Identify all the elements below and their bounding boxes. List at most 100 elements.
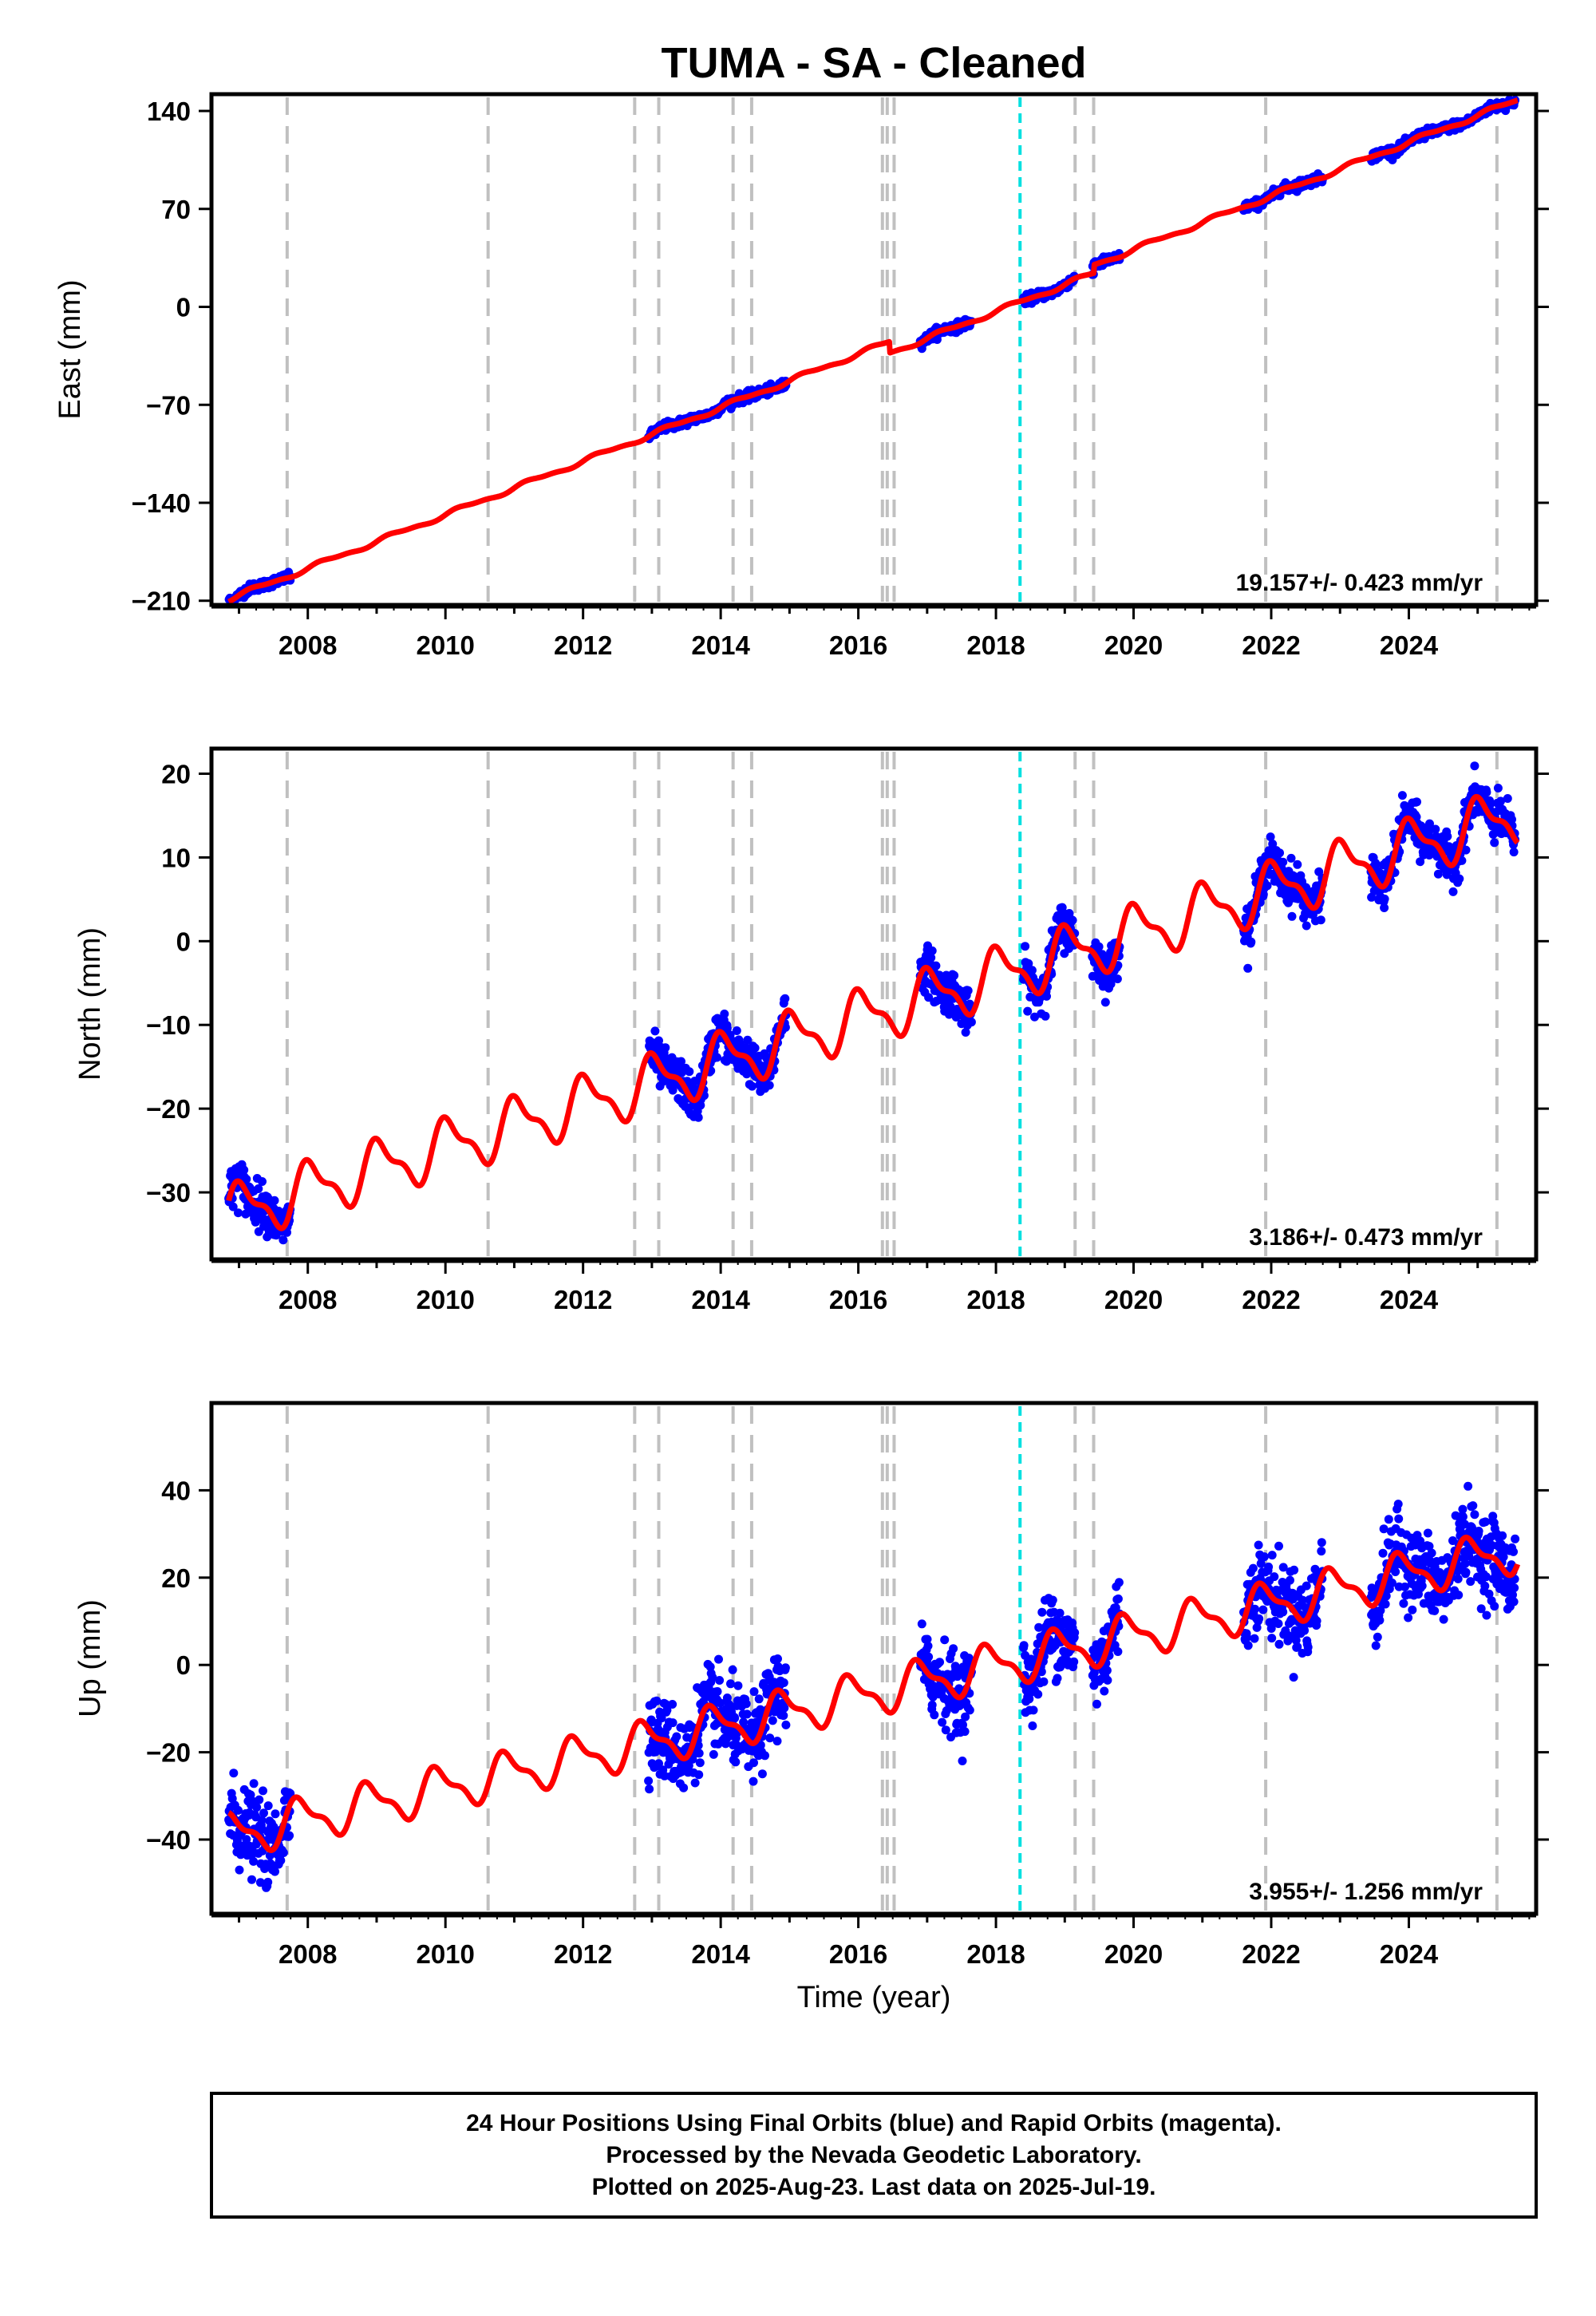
data-point: [263, 1801, 273, 1811]
data-point: [1393, 1500, 1403, 1509]
data-point: [730, 1713, 740, 1723]
data-point: [1258, 1605, 1268, 1614]
data-point: [764, 1081, 774, 1090]
data-point: [1498, 1531, 1507, 1540]
x-tick-label: 2010: [416, 1939, 474, 1969]
data-point: [713, 1687, 722, 1696]
data-point: [1278, 1607, 1288, 1617]
data-point: [1254, 1540, 1263, 1550]
data-point: [672, 1732, 681, 1741]
data-point: [750, 1043, 760, 1053]
data-point: [1100, 998, 1110, 1007]
data-point: [1267, 1551, 1277, 1560]
data-point: [924, 1652, 934, 1662]
data-point: [1474, 1527, 1483, 1535]
data-point: [731, 1757, 741, 1767]
data-point: [1427, 1548, 1436, 1558]
data-point: [1246, 937, 1256, 947]
data-point: [1381, 1599, 1390, 1609]
y-tick-label: −210: [132, 587, 191, 616]
data-point: [779, 1678, 788, 1687]
data-point: [1430, 1606, 1440, 1615]
chart-title: TUMA - SA - Cleaned: [661, 39, 1086, 87]
data-point: [1391, 1567, 1400, 1576]
y-tick-label: 40: [161, 1476, 191, 1505]
data-point: [1461, 1567, 1471, 1577]
x-tick-label: 2024: [1380, 1939, 1439, 1969]
y-tick-label: 0: [176, 1650, 191, 1680]
data-point: [1480, 1581, 1490, 1591]
data-point: [1493, 784, 1503, 792]
y-tick-label: 20: [161, 1563, 191, 1593]
x-tick-label: 2010: [416, 630, 474, 660]
data-point: [263, 1877, 273, 1887]
data-point: [714, 1654, 723, 1664]
x-tick-label: 2008: [279, 630, 337, 660]
model-line: [226, 793, 1520, 1231]
x-tick-label: 2016: [829, 1939, 887, 1969]
data-point: [749, 1687, 759, 1697]
x-tick-label: 2014: [691, 1939, 750, 1969]
footer-line-3: Plotted on 2025-Aug-23. Last data on 202…: [592, 2174, 1156, 2200]
data-point: [1100, 1686, 1109, 1696]
plot-frame: [209, 746, 1539, 1262]
data-point: [960, 1727, 970, 1737]
data-point: [726, 1679, 735, 1689]
data-point: [941, 1725, 950, 1735]
data-point: [695, 1758, 705, 1768]
footer-box: 24 Hour Positions Using Final Orbits (bl…: [210, 2092, 1538, 2219]
y-tick-label: −40: [146, 1825, 191, 1855]
data-point: [931, 961, 941, 970]
data-point: [661, 1043, 670, 1053]
x-axis-label: Time (year): [797, 1981, 951, 2014]
data-point: [1289, 1673, 1298, 1682]
data-point: [1371, 1641, 1381, 1650]
data-point: [1464, 1481, 1473, 1491]
y-axis-label: Up (mm): [73, 1599, 107, 1717]
data-point: [1274, 1619, 1283, 1628]
data-point: [773, 1654, 782, 1663]
data-point: [1404, 1613, 1413, 1622]
y-tick-label: 20: [161, 759, 191, 788]
data-point: [1103, 1675, 1112, 1685]
data-point: [1070, 1628, 1080, 1638]
data-point: [1423, 1528, 1432, 1538]
data-point: [1490, 838, 1499, 848]
data-point: [694, 1770, 704, 1780]
data-point: [1055, 1608, 1065, 1618]
data-point: [259, 1808, 268, 1818]
x-tick-label: 2014: [691, 630, 750, 660]
data-points: [224, 761, 1520, 1245]
data-point: [229, 1769, 239, 1778]
rate-label: 3.955+/- 1.256 mm/yr: [1249, 1879, 1483, 1905]
data-point: [258, 1177, 267, 1186]
data-point: [1490, 1602, 1499, 1611]
data-point: [780, 994, 790, 1003]
data-point: [917, 1619, 926, 1629]
data-point: [958, 1757, 967, 1765]
data-point: [940, 1635, 950, 1645]
data-point: [234, 1208, 243, 1218]
data-point: [1511, 1534, 1520, 1543]
data-point: [780, 1703, 789, 1713]
data-point: [760, 1751, 769, 1761]
data-point: [713, 1053, 721, 1062]
data-point: [757, 1769, 767, 1779]
data-point: [1375, 1615, 1385, 1625]
data-point: [741, 1699, 751, 1709]
data-point: [1454, 1591, 1464, 1600]
data-point: [1048, 1595, 1057, 1605]
data-point: [1033, 1690, 1043, 1699]
data-point: [1470, 761, 1479, 771]
y-tick-label: −30: [146, 1178, 191, 1207]
data-point: [1068, 915, 1077, 925]
rate-label: 3.186+/- 0.473 mm/yr: [1249, 1224, 1483, 1251]
plot-frame: [209, 1401, 1539, 1916]
data-point: [650, 1026, 660, 1036]
data-point: [279, 1235, 288, 1245]
y-tick-label: 70: [161, 195, 191, 224]
data-point: [249, 1779, 259, 1788]
x-tick-label: 2014: [691, 1285, 750, 1314]
data-point: [1102, 1666, 1112, 1675]
